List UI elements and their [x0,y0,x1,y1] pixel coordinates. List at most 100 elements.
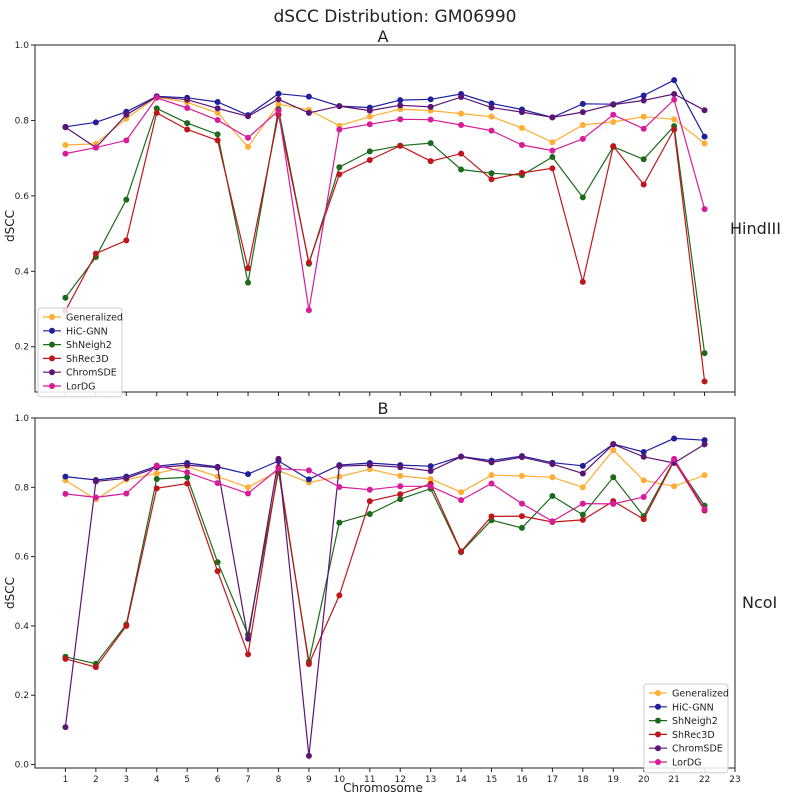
panel-b-point-shrec3d [92,664,99,671]
panel-b-point-hic-gnn [427,463,434,470]
panel-a-point-chromsde [366,107,373,114]
panel-a-point-shrec3d [549,165,556,172]
panel-b-point-generalized [153,470,160,477]
panel-a-point-chromsde [518,109,525,116]
panel-a-point-chromsde [275,96,282,103]
panel-a-point-lordg [62,150,69,157]
panel-a-y-label: dSCC [3,210,17,242]
panel-a-point-lordg [579,135,586,142]
panel-b-y-ticks: 0.0 0.2 0.4 0.6 0.8 1.0 [15,414,35,771]
panel-a-y-tick-label: 1.0 [15,41,30,51]
panel-b-point-chromsde [245,635,252,642]
panel-b-point-shneigh2 [153,475,160,482]
panel-a-point-chromsde [397,102,404,109]
panel-b-point-shneigh2 [518,524,525,531]
legend-swatch-marker-lordg [49,383,55,389]
panel-b-point-lordg [701,506,708,513]
panel-b-point-shrec3d [458,548,465,555]
panel-b-x-tick-label: 10 [334,775,346,785]
panel-b-x-tick-label: 21 [668,775,679,785]
panel-b-point-chromsde [458,453,465,460]
panel-a-line-generalized [65,96,705,148]
panel-a-line-hic-gnn [65,79,706,137]
panel-b-point-lordg [427,483,434,490]
panel-a-point-shneigh2 [549,154,556,161]
panel-a-point-generalized [62,141,69,148]
panel-b-point-chromsde [305,752,312,759]
panel-a-point-shneigh2 [701,350,708,357]
panel-b-x-tick-label: 19 [608,775,620,785]
panel-b-point-lordg [92,494,99,501]
panel-a-point-generalized [275,101,282,108]
panel-b-x-tick-label: 15 [486,775,497,785]
panel-b-point-chromsde [275,455,282,462]
panel-b-point-chromsde [701,441,708,448]
panel-a-point-lordg [184,104,191,111]
panel-b-point-chromsde [366,462,373,469]
panel-b-x-tick-label: 17 [547,775,558,785]
panel-a-point-shneigh2 [488,170,495,177]
panel-a-point-chromsde [427,103,434,110]
panel-a-point-lordg [671,96,678,103]
panel-b-point-shrec3d [62,655,69,662]
panel-b-point-shrec3d [488,513,495,520]
panel-a-point-lordg [214,117,221,124]
legend-label-generalized: Generalized [66,313,123,324]
panel-a-point-shrec3d [488,176,495,183]
panel-a-point-shneigh2 [245,279,252,286]
panel-a-point-hic-gnn [427,96,434,103]
panel-b-y-tick-label: 0.8 [15,483,30,493]
panel-a-point-chromsde [184,96,191,103]
panel-a-point-chromsde [579,109,586,116]
legend-swatch-marker-shrec3d [49,355,55,362]
panel-a-point-chromsde [214,105,221,112]
panel-b-point-lordg [184,469,191,476]
panel-b-point-lordg [123,490,130,497]
panel-b-point-hic-gnn [671,435,678,442]
panel-b-point-lordg [214,480,221,487]
panel-b-point-lordg [671,455,678,462]
panel-b-point-shneigh2 [336,519,343,526]
panel-b-point-chromsde [214,464,221,471]
panel-b-x-tick-label: 12 [394,775,405,785]
panel-b-point-lordg [549,518,556,525]
panel-a-point-shneigh2 [184,120,191,127]
panel-b-point-shneigh2 [610,474,617,481]
panel-b-x-tick-label: 7 [245,775,251,785]
panel-a-point-chromsde [549,114,556,121]
panel-a-point-shneigh2 [336,164,343,171]
legend-swatch-marker-generalized [655,690,661,696]
panel-b-point-generalized [518,472,525,479]
panel-a-point-generalized [245,143,252,150]
legend-swatch-marker-shrec3d [655,731,661,738]
panel-a-point-hic-gnn [92,119,99,126]
panel-b-y-label: dSCC [3,577,17,609]
panel-b-point-shneigh2 [549,492,556,499]
panel-b-point-chromsde [397,464,404,471]
panel-a-point-lordg [366,121,373,128]
panel-a-point-generalized [610,118,617,125]
panel-b-point-hic-gnn [62,473,69,480]
panel-b-x-tick-label: 6 [215,775,221,785]
panel-a-point-shneigh2 [214,131,221,138]
panel-b-point-shrec3d [397,491,404,498]
panel-b-frame [34,417,736,769]
panel-b-point-generalized [366,466,373,473]
panel-b-point-generalized [458,489,465,496]
panel-b-point-shrec3d [366,498,373,505]
panel-a-point-lordg [518,141,525,148]
panel-a-point-lordg [640,125,647,132]
panel-a-point-shrec3d [518,169,525,176]
legend-swatch-marker-shneigh2 [49,341,55,348]
x-axis-label: Chromosome [343,781,423,793]
panel-a-point-generalized [518,124,525,131]
panel-a-point-lordg [153,94,160,101]
panel-b-line-shneigh2 [65,459,706,665]
panel-b-point-chromsde [123,475,130,482]
panel-a-point-chromsde [640,97,647,104]
legend-swatch-marker-chromsde [655,745,661,752]
panel-a-point-hic-gnn [579,100,586,107]
legend-label-shneigh2: ShNeigh2 [672,716,718,727]
panel-b-point-chromsde [518,454,525,461]
panel-b-x-tick-label: 5 [184,775,190,785]
